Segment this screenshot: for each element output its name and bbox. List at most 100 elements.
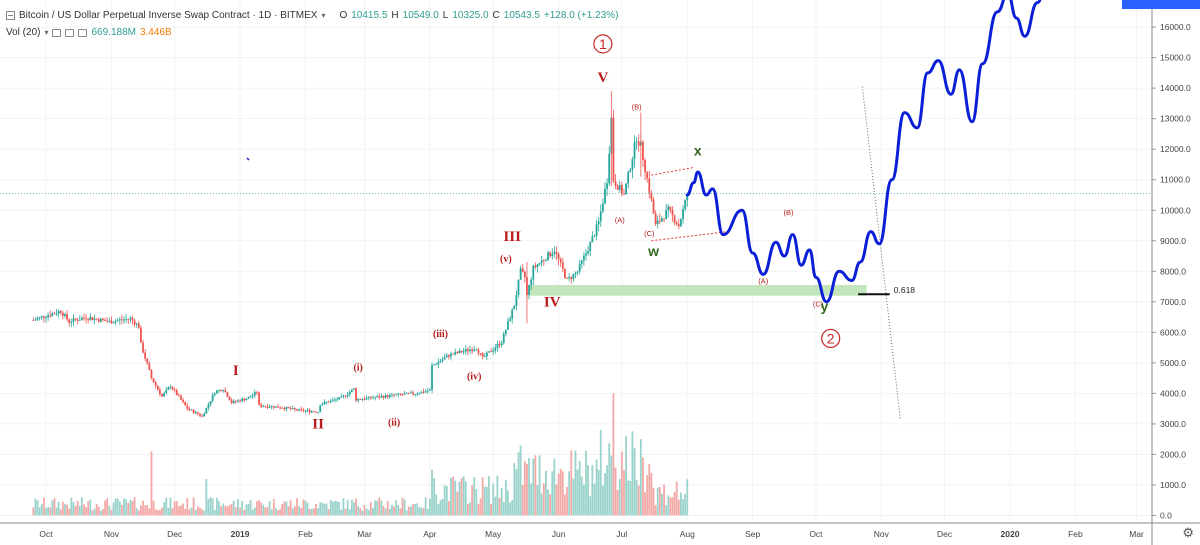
volume-bar [106, 498, 109, 516]
wave-label: (C) [644, 229, 655, 238]
volume-bar [268, 500, 271, 516]
settings-icon[interactable] [65, 28, 75, 37]
candle-body [568, 277, 571, 279]
volume-bar [431, 469, 433, 516]
candle-body [658, 220, 661, 222]
candle-body [357, 399, 360, 401]
volume-bar [266, 507, 269, 516]
volume-bar [540, 493, 543, 516]
volume-bar [661, 493, 663, 516]
wave-label: (B) [784, 208, 795, 217]
chevron-down-icon[interactable]: ▾ [321, 11, 326, 20]
volume-bar [334, 500, 336, 516]
volume-bar [523, 461, 526, 516]
volume-bar [443, 485, 446, 516]
volume-bar [405, 510, 408, 516]
volume-bar [386, 501, 389, 516]
wave-label: (iii) [433, 329, 448, 340]
volume-bar [494, 496, 497, 516]
candle-body [637, 141, 640, 146]
volume-bar [36, 500, 39, 516]
volume-bar [207, 498, 210, 516]
volume-bar [270, 509, 273, 516]
volume-bar [40, 504, 43, 516]
candle-body [420, 391, 423, 394]
volume-bar [247, 503, 250, 516]
volume-bar [291, 508, 294, 516]
candle-body [106, 320, 109, 322]
volume-bar [123, 498, 125, 516]
stray-mark [246, 157, 250, 161]
volume-bar [121, 505, 123, 516]
candle-body [34, 319, 37, 321]
volume-bar [671, 497, 674, 516]
candle-body [38, 317, 41, 319]
volume-bar [631, 431, 634, 516]
time-tick-label: Nov [874, 529, 890, 539]
candle-body [382, 396, 385, 398]
volume-bar [618, 478, 621, 516]
candle-body [194, 412, 197, 414]
candle-body [76, 319, 79, 321]
candle-body [241, 398, 244, 402]
collapse-icon[interactable] [6, 11, 15, 20]
candle-body [137, 323, 140, 328]
volume-bar [47, 506, 50, 516]
candle-body [150, 370, 153, 379]
candle-body [68, 319, 71, 323]
candle-body [589, 242, 592, 252]
price-change: +128.0 (+1.23%) [543, 10, 619, 21]
volume-bar [589, 496, 592, 516]
volume-bar [321, 502, 324, 516]
candle-body [496, 343, 499, 348]
candle-body [243, 398, 246, 401]
candle-body [378, 396, 381, 398]
candle-body [511, 309, 514, 319]
volume-bar [399, 508, 402, 516]
volume-bar [648, 463, 651, 516]
candle-body [264, 406, 267, 408]
candle-body [163, 393, 166, 397]
volume-bar [312, 508, 315, 516]
volume-bar [652, 487, 655, 516]
close-icon[interactable] [78, 28, 88, 37]
candle-body [576, 271, 579, 273]
volume-bar [38, 507, 41, 516]
candle-body [36, 318, 39, 320]
candle-body [587, 251, 590, 254]
volume-bar [298, 506, 301, 516]
volume-bar [165, 497, 168, 516]
ohlc-low: 10325.0 [452, 10, 489, 21]
ohlc-open-label: O [339, 10, 348, 21]
candle-body [49, 315, 52, 317]
candle-body [53, 313, 56, 315]
volume-bar [243, 509, 246, 516]
candle-body [258, 392, 260, 405]
candle-body [536, 264, 539, 268]
chevron-down-icon[interactable]: ▾ [44, 28, 49, 37]
volume-bar [57, 501, 60, 516]
volume-bar [110, 509, 113, 516]
candle-body [680, 219, 682, 227]
time-tick-label: Aug [680, 529, 695, 539]
candle-body [152, 378, 155, 383]
volume-bar [91, 510, 94, 516]
price-tick-label: 6000.0 [1160, 327, 1186, 337]
drawing-overlays: 0.618 [0, 0, 1152, 420]
candle-body [171, 386, 174, 390]
candle-body [95, 318, 98, 320]
support-zone [529, 285, 867, 296]
volume-bar [348, 509, 351, 516]
volume-bar [450, 477, 452, 516]
eye-icon[interactable] [52, 28, 62, 37]
candle-body [315, 411, 317, 413]
volume-bar [509, 502, 511, 516]
candle-body [131, 317, 134, 321]
candle-body [542, 260, 545, 262]
gear-icon[interactable]: ⚙ [1182, 525, 1194, 540]
candle-body [175, 390, 178, 396]
candle-body [190, 409, 193, 411]
candle-body [159, 389, 161, 394]
candle-body [509, 318, 511, 322]
